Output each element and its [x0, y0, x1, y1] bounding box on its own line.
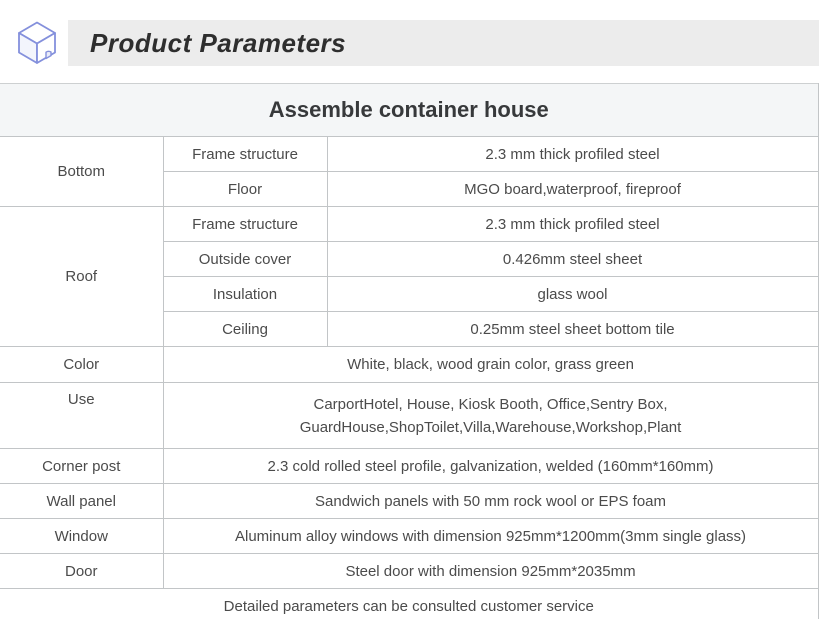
table-row: Window Aluminum alloy windows with dimen… [0, 518, 819, 554]
row-label-corner-post: Corner post [0, 448, 164, 484]
row-sublabel: Insulation [163, 276, 328, 312]
row-label-wall-panel: Wall panel [0, 483, 164, 519]
table-footer-row: Detailed parameters can be consulted cus… [0, 588, 819, 619]
row-label-window: Window [0, 518, 164, 554]
row-value: 2.3 mm thick profiled steel [326, 136, 819, 172]
table-title: Assemble container house [0, 83, 819, 137]
table-row: Color White, black, wood grain color, gr… [0, 346, 819, 383]
row-label-door: Door [0, 553, 164, 589]
table-row: Insulation glass wool [0, 276, 819, 312]
row-sublabel: Frame structure [162, 206, 328, 242]
table-row: Ceiling 0.25mm steel sheet bottom tile [0, 311, 819, 347]
spec-table: Assemble container house Bottom Frame st… [0, 83, 819, 619]
section-title-bar: Product Parameters [68, 20, 819, 66]
footer-note: Detailed parameters can be consulted cus… [0, 588, 819, 619]
row-label-color: Color [0, 346, 164, 383]
row-value: 0.25mm steel sheet bottom tile [326, 311, 819, 347]
row-value: MGO board,waterproof, fireproof [326, 171, 819, 207]
row-value: Steel door with dimension 925mm*2035mm [162, 553, 819, 589]
row-label-roof: Roof [0, 206, 164, 347]
row-value: Aluminum alloy windows with dimension 92… [162, 518, 819, 554]
row-value: 0.426mm steel sheet [326, 241, 819, 277]
page-title: Product Parameters [90, 27, 347, 58]
row-sublabel: Floor [163, 171, 328, 207]
row-sublabel: Frame structure [162, 136, 328, 172]
row-value: 2.3 cold rolled steel profile, galvaniza… [162, 448, 819, 484]
use-value-line-2: GuardHouse,ShopToilet,Villa,Warehouse,Wo… [299, 418, 682, 436]
row-value: 2.3 mm thick profiled steel [326, 206, 819, 242]
row-label-bottom: Bottom [0, 136, 164, 207]
table-title-row: Assemble container house [0, 83, 819, 137]
row-value: CarportHotel, House, Kiosk Booth, Office… [162, 382, 819, 449]
row-value: White, black, wood grain color, grass gr… [162, 346, 819, 383]
table-row: Wall panel Sandwich panels with 50 mm ro… [0, 483, 819, 519]
row-sublabel: Ceiling [163, 311, 328, 347]
table-row: Bottom Frame structure 2.3 mm thick prof… [0, 136, 819, 207]
table-row: Roof Frame structure 2.3 mm thick profil… [0, 206, 819, 347]
row-value: glass wool [326, 276, 819, 312]
row-label-use: Use [0, 382, 164, 449]
row-value: Sandwich panels with 50 mm rock wool or … [162, 483, 819, 519]
cube-icon [13, 18, 61, 66]
table-row: Door Steel door with dimension 925mm*203… [0, 553, 819, 589]
row-sublabel: Outside cover [163, 241, 328, 277]
product-parameters-header: Product Parameters [0, 18, 825, 66]
use-value-line-1: CarportHotel, House, Kiosk Booth, Office… [313, 395, 668, 413]
table-row: Corner post 2.3 cold rolled steel profil… [0, 448, 819, 484]
table-row: Use CarportHotel, House, Kiosk Booth, Of… [0, 382, 819, 449]
